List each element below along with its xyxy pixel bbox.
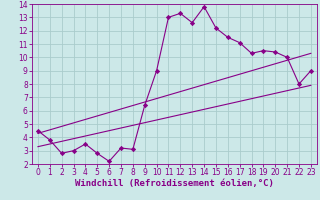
X-axis label: Windchill (Refroidissement éolien,°C): Windchill (Refroidissement éolien,°C) — [75, 179, 274, 188]
